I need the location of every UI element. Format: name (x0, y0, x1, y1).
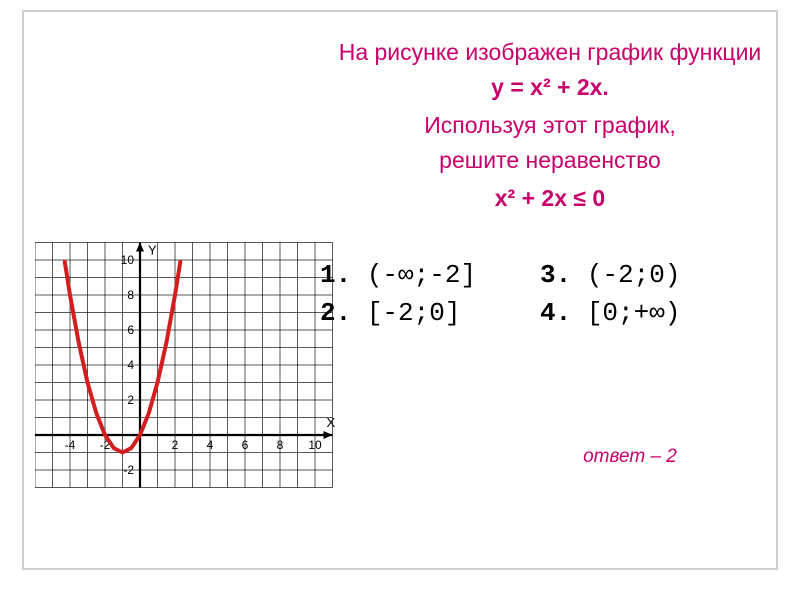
option-3-num: 3. (540, 260, 571, 290)
svg-text:X: X (327, 415, 336, 430)
function-graph: XY-4-2246810-2246810 (35, 155, 335, 495)
svg-text:4: 4 (207, 438, 214, 452)
option-3-val: (-2;0) (587, 260, 681, 290)
problem-line3: Используя этот график, (330, 108, 770, 143)
option-4-num: 4. (540, 298, 571, 328)
problem-inequality: x² + 2x ≤ 0 (330, 181, 770, 216)
option-2: 2. [-2;0] (320, 298, 540, 328)
svg-text:6: 6 (242, 438, 249, 452)
option-1: 1. (-∞;-2] (320, 260, 540, 290)
problem-line4: решите неравенство (330, 143, 770, 178)
option-4: 4. [0;+∞) (540, 298, 760, 328)
svg-text:10: 10 (121, 253, 135, 267)
svg-text:-4: -4 (65, 438, 76, 452)
option-4-val: [0;+∞) (587, 298, 681, 328)
svg-text:-2: -2 (123, 463, 134, 477)
svg-text:8: 8 (127, 288, 134, 302)
problem-formula: y = x² + 2x. (330, 70, 770, 105)
svg-text:Y: Y (148, 243, 157, 258)
option-3: 3. (-2;0) (540, 260, 760, 290)
option-1-val: (-∞;-2] (367, 260, 476, 290)
answer-options: 1. (-∞;-2] 3. (-2;0) 2. [-2;0] 4. [0;+∞) (320, 260, 760, 336)
svg-text:6: 6 (127, 323, 134, 337)
svg-text:4: 4 (127, 358, 134, 372)
options-row-1: 1. (-∞;-2] 3. (-2;0) (320, 260, 760, 290)
options-row-2: 2. [-2;0] 4. [0;+∞) (320, 298, 760, 328)
svg-text:8: 8 (277, 438, 284, 452)
answer-label: ответ – 2 (570, 445, 690, 470)
svg-text:2: 2 (127, 393, 134, 407)
svg-text:2: 2 (172, 438, 179, 452)
problem-text: На рисунке изображен график функции y = … (330, 35, 770, 216)
option-2-val: [-2;0] (367, 298, 461, 328)
problem-line1: На рисунке изображен график функции (330, 35, 770, 70)
svg-text:10: 10 (308, 438, 322, 452)
